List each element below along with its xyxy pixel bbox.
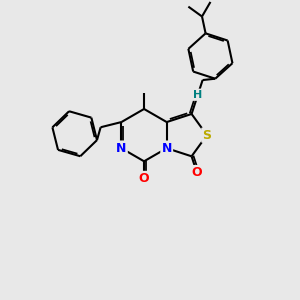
Text: N: N: [161, 142, 172, 155]
Text: N: N: [116, 142, 127, 155]
Text: H: H: [193, 90, 203, 100]
Text: S: S: [202, 129, 211, 142]
Text: O: O: [139, 172, 149, 185]
Text: O: O: [192, 166, 202, 179]
